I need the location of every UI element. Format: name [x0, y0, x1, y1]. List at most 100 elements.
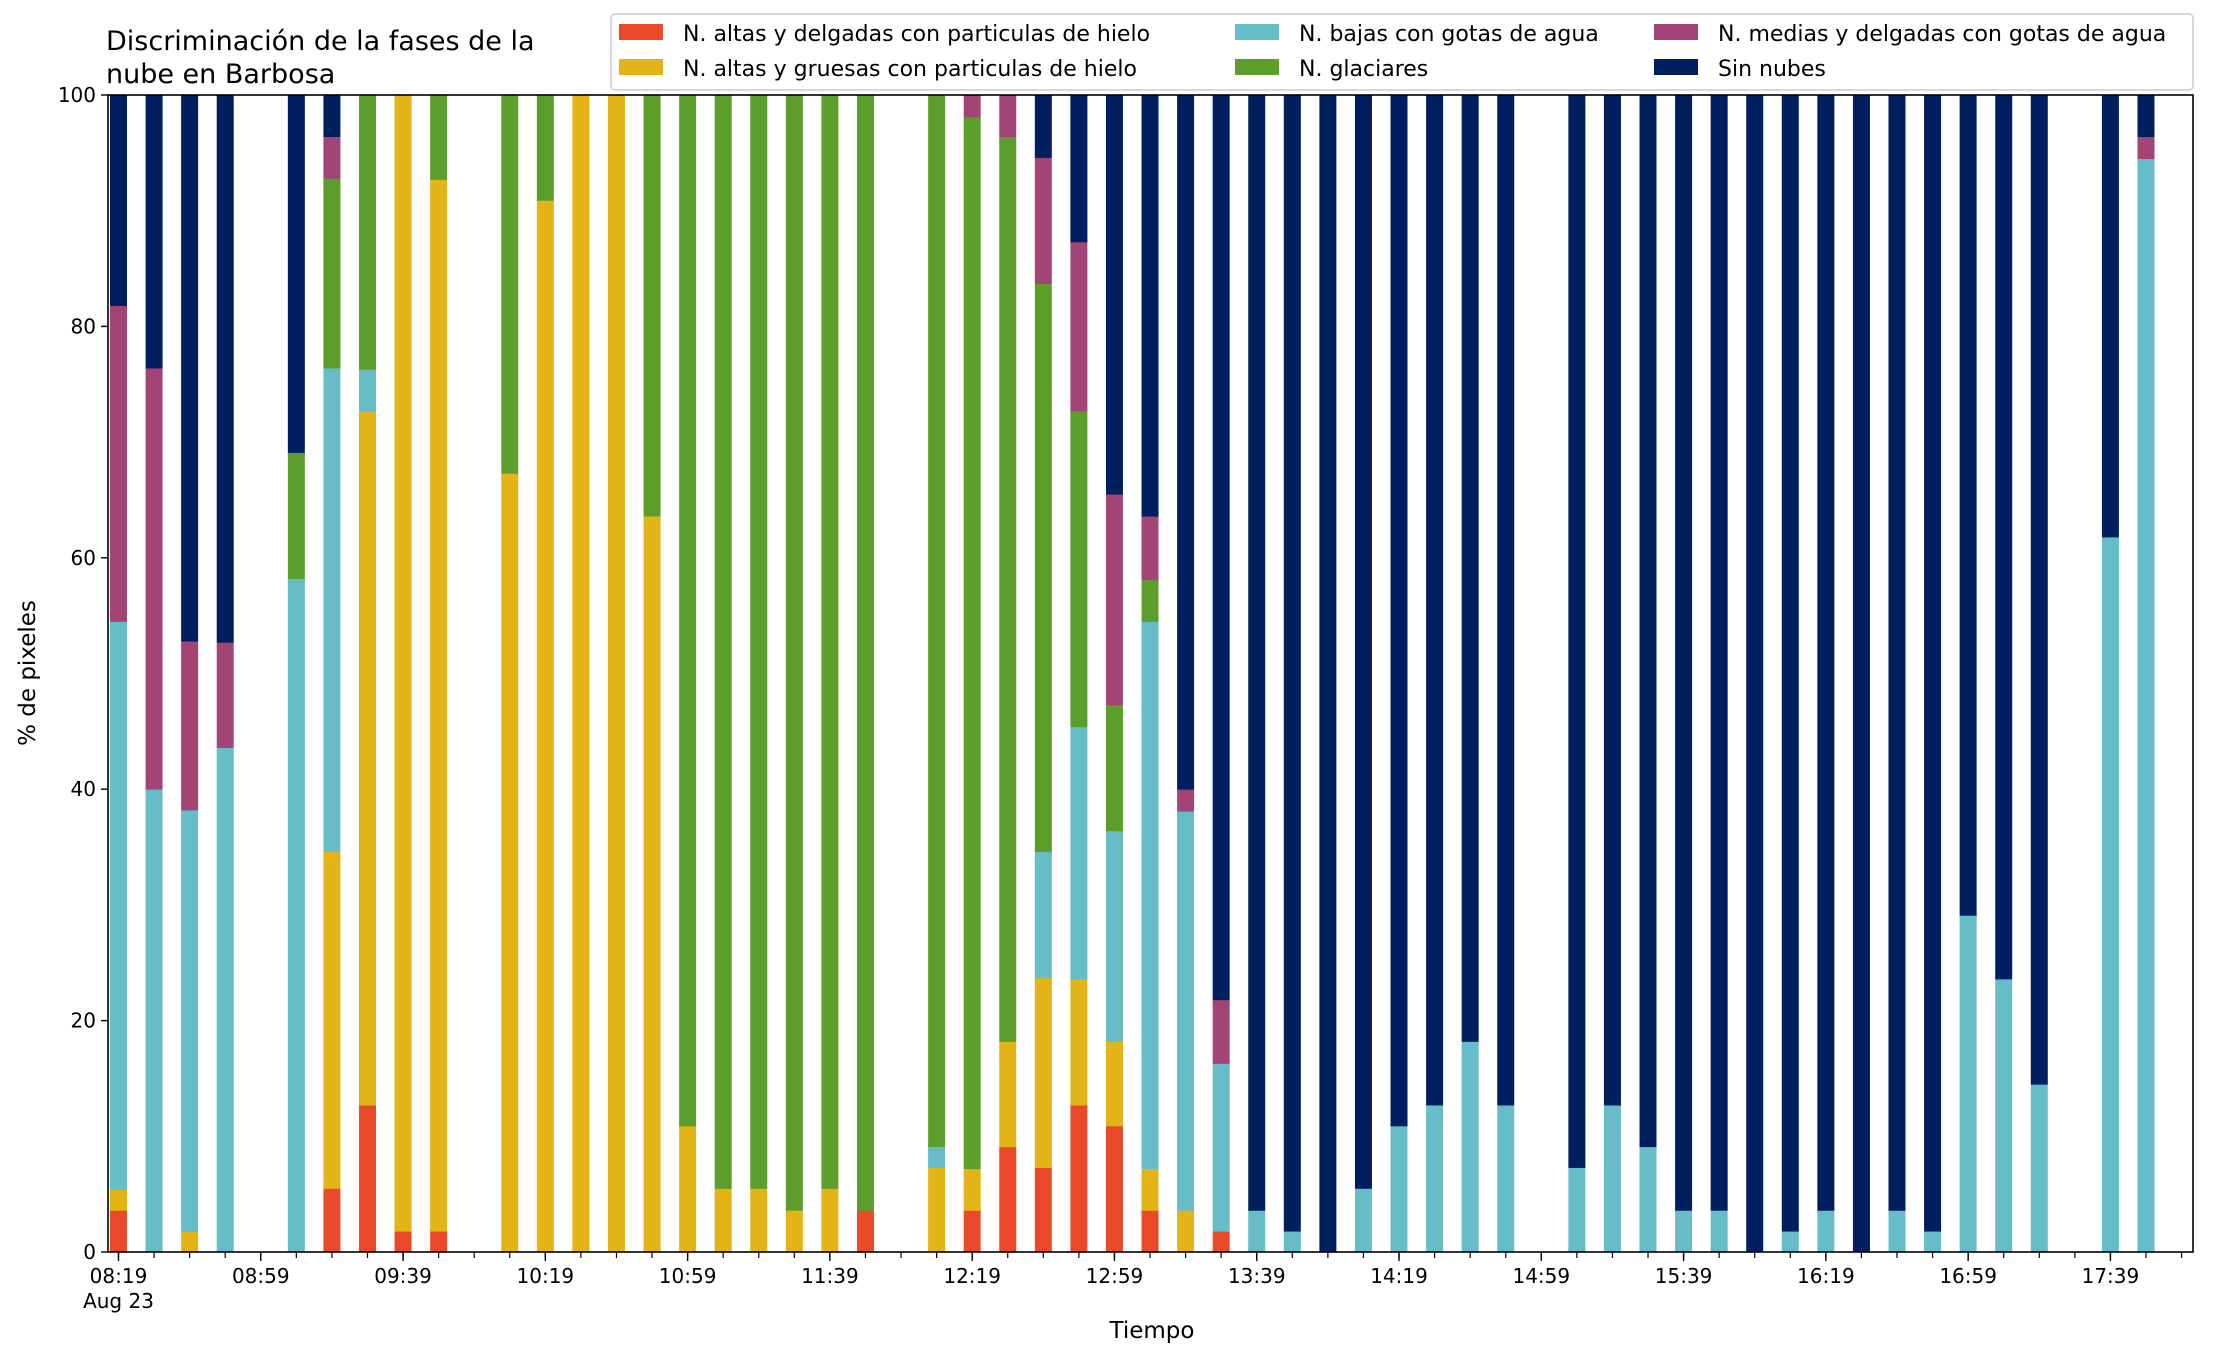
bar-segment	[1105, 1125, 1123, 1253]
bar-segment	[1319, 95, 1337, 1253]
y-axis: 0 20 40 60 80 100	[58, 83, 108, 1264]
bar-segment	[287, 578, 305, 1253]
bar-segment	[2030, 1084, 2048, 1253]
bar-stack	[1177, 95, 1195, 1253]
legend-item: N. altas y gruesas con particulas de hie…	[619, 57, 1137, 82]
bar-stack	[856, 95, 874, 1253]
bar-segment	[963, 116, 981, 1170]
x-tick-label: 11:39	[801, 1264, 859, 1288]
bar-segment	[999, 136, 1017, 1042]
bar-segment	[928, 1146, 946, 1168]
bar-segment	[1105, 95, 1123, 495]
bars-layer	[110, 95, 2155, 1253]
bar-segment	[572, 95, 590, 1253]
legend-label: N. glaciares	[1299, 57, 1428, 82]
bar-segment	[928, 95, 946, 1148]
legend-swatch	[619, 24, 663, 40]
bar-segment	[1817, 95, 1835, 1211]
bar-segment	[1034, 95, 1052, 158]
bar-segment	[1390, 95, 1408, 1127]
bar-stack	[110, 95, 127, 1253]
bar-segment	[999, 1146, 1017, 1253]
bar-segment	[1070, 410, 1088, 728]
bar-segment	[2137, 136, 2155, 160]
legend-label: N. bajas con gotas de agua	[1299, 22, 1599, 47]
bar-segment	[1390, 1125, 1408, 1253]
bar-stack	[679, 95, 697, 1253]
bar-segment	[2101, 95, 2119, 538]
bar-segment	[1746, 95, 1764, 1253]
bar-segment	[2137, 95, 2155, 138]
x-axis-title: Tiempo	[1109, 1318, 1195, 1344]
bar-stack	[1497, 95, 1515, 1253]
bar-segment	[1283, 1231, 1301, 1253]
bar-segment	[1639, 1146, 1657, 1253]
bar-segment	[1781, 1231, 1799, 1253]
bar-segment	[1568, 1167, 1586, 1253]
y-axis-title: % de pixeles	[15, 600, 41, 746]
bar-segment	[1710, 1210, 1728, 1253]
bar-stack	[928, 95, 946, 1253]
bar-segment	[1888, 95, 1906, 1211]
bar-segment	[1141, 579, 1159, 622]
bar-stack	[1568, 95, 1586, 1253]
bar-segment	[1141, 516, 1159, 581]
bar-stack	[1354, 95, 1372, 1253]
bar-stack	[2030, 95, 2048, 1253]
bar-stack	[1603, 95, 1621, 1253]
bar-stack	[145, 95, 163, 1253]
bar-stack	[358, 95, 376, 1253]
y-tick-label: 80	[71, 314, 96, 338]
bar-segment	[750, 1188, 768, 1253]
bar-stack	[1710, 95, 1728, 1253]
bar-segment	[679, 95, 697, 1127]
x-tick-label: 08:19	[90, 1264, 148, 1288]
bar-segment	[821, 1188, 839, 1253]
bar-stack	[1319, 95, 1337, 1253]
bar-segment	[1177, 95, 1195, 790]
bar-segment	[1177, 811, 1195, 1211]
bar-stack	[1212, 95, 1230, 1253]
y-tick-label: 60	[71, 546, 96, 570]
bar-segment	[1141, 621, 1159, 1170]
bar-segment	[750, 95, 768, 1189]
bar-segment	[430, 179, 448, 1232]
bar-segment	[430, 95, 448, 180]
bar-segment	[358, 369, 376, 412]
y-tick-label: 0	[83, 1240, 96, 1264]
bar-segment	[1105, 830, 1123, 1042]
bar-segment	[1888, 1210, 1906, 1253]
bar-segment	[1995, 978, 2013, 1253]
legend-swatch	[619, 59, 663, 75]
x-tick-sublabel: Aug 23	[83, 1289, 154, 1313]
bar-stack	[607, 95, 625, 1253]
bar-segment	[2030, 95, 2048, 1085]
chart-title-line-1: Discriminación de la fases de la	[106, 26, 535, 57]
bar-segment	[536, 95, 554, 201]
legend-box	[610, 13, 2194, 91]
bar-stack	[1888, 95, 1906, 1253]
x-tick-label: 14:59	[1512, 1264, 1570, 1288]
bar-segment	[1141, 1210, 1159, 1253]
bar-stack	[785, 95, 803, 1253]
bar-segment	[2137, 158, 2155, 1253]
bar-segment	[963, 1168, 981, 1211]
legend: N. altas y delgadas con particulas de hi…	[610, 13, 2194, 91]
bar-segment	[856, 95, 874, 1211]
bar-segment	[785, 1210, 803, 1253]
y-tick-label: 40	[71, 777, 96, 801]
legend-item: N. glaciares	[1235, 57, 1428, 82]
bar-stack	[999, 95, 1017, 1253]
legend-swatch	[1654, 59, 1698, 75]
bar-stack	[1959, 95, 1977, 1253]
bar-segment	[999, 1041, 1017, 1148]
bar-stack	[2137, 95, 2155, 1253]
x-tick-label: 15:39	[1655, 1264, 1713, 1288]
bar-stack	[323, 95, 341, 1253]
bar-stack	[1141, 95, 1159, 1253]
bar-segment	[1105, 704, 1123, 832]
bar-segment	[145, 789, 163, 1253]
bar-stack	[1283, 95, 1301, 1253]
x-tick-label: 08:59	[232, 1264, 290, 1288]
